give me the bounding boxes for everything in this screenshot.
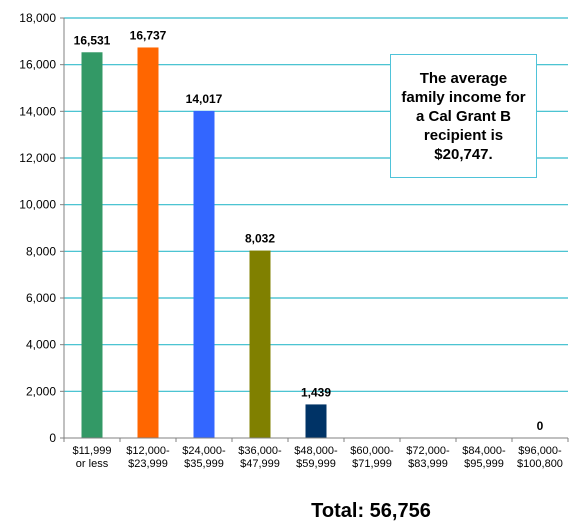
x-tick-label: $12,000- [126,445,170,457]
annotation-box: The average family income for a Cal Gran… [390,54,537,178]
y-tick-label: 18,000 [19,11,56,25]
x-tick-label: $48,000- [294,445,338,457]
x-tick-label: $83,999 [408,458,448,470]
x-tick-label: $96,000- [518,445,562,457]
x-tick-label: $36,000- [238,445,282,457]
y-axis-ticks: 0 2,000 4,000 6,000 8,000 10,000 12,000 14,000 1… [19,11,64,445]
data-label: 16,737 [130,28,167,42]
data-label: 14,017 [186,92,223,106]
data-label: 0 [537,419,544,433]
y-tick-label: 4,000 [26,338,56,352]
total-label: Total: [311,500,365,522]
bar [193,110,215,438]
x-tick-label: $100,800 [517,458,563,470]
x-tick-label: or less [76,458,109,470]
data-label: 16,531 [74,33,111,47]
y-tick-label: 10,000 [19,198,56,212]
bar-chart: 0 2,000 4,000 6,000 8,000 10,000 12,000 14,000 1… [19,11,569,470]
data-labels: 16,531 16,737 14,017 8,032 1,439 0 [74,28,544,433]
bar [137,47,159,438]
x-tick-label: $35,999 [184,458,224,470]
total-summary: Total: 56,756 [0,500,572,523]
y-tick-label: 12,000 [19,151,56,165]
y-tick-label: 6,000 [26,291,56,305]
x-tick-label: $24,000- [182,445,226,457]
y-tick-label: 16,000 [19,58,56,72]
x-tick-label: $59,999 [296,458,336,470]
x-tick-label: $72,000- [406,445,450,457]
bar [81,52,103,438]
y-tick-label: 8,000 [26,244,56,258]
x-tick-label: $71,999 [352,458,392,470]
x-tick-label: $84,000- [462,445,506,457]
bar [249,250,271,438]
y-tick-label: 2,000 [26,384,56,398]
x-tick-label: $47,999 [240,458,280,470]
y-tick-label: 0 [49,431,56,445]
x-tick-label: $95,999 [464,458,504,470]
data-label: 1,439 [301,385,331,399]
data-label: 8,032 [245,232,275,246]
y-tick-label: 14,000 [19,104,56,118]
x-tick-label: $23,999 [128,458,168,470]
x-tick-label: $11,999 [73,445,112,457]
bar [305,404,327,438]
total-value: 56,756 [369,500,431,522]
bars [81,47,327,438]
annotation-text: The average family income for a Cal Gran… [401,69,526,163]
x-tick-label: $60,000- [350,445,394,457]
